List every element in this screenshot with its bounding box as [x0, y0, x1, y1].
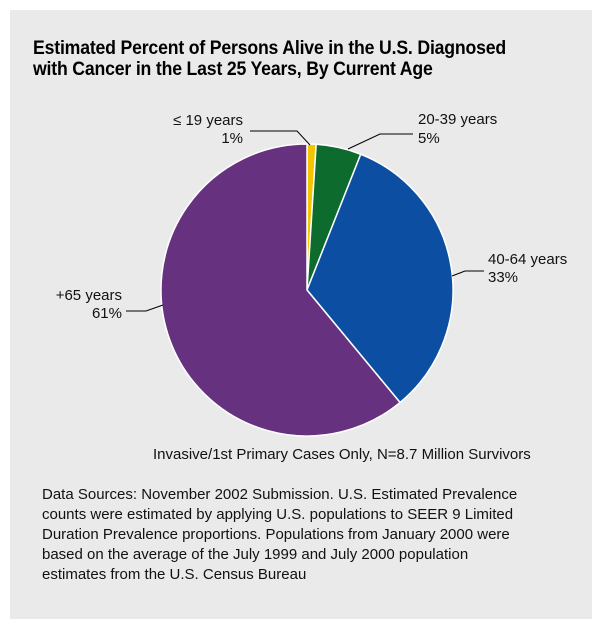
pie-slice-40-64-years: [306, 153, 454, 404]
sources-line-5: estimates from the U.S. Census Bureau: [42, 566, 307, 583]
chart-title-line-2: with Cancer in the Last 25 Years, By Cur…: [33, 59, 433, 80]
slice-value-label-40-64-years: 33%: [488, 269, 518, 286]
chart-title-line-1: Estimated Percent of Persons Alive in th…: [33, 38, 507, 59]
sources-line-4: based on the average of the July 1999 an…: [42, 546, 469, 563]
slice-value-label-19-years: 1%: [221, 130, 243, 147]
sources-line-2: counts were estimated by applying U.S. p…: [42, 506, 514, 523]
leader-line-19-years: [250, 130, 311, 146]
chart-title: Estimated Percent of Persons Alive in th…: [33, 38, 535, 80]
slice-label-65-years: +65 years: [56, 287, 122, 304]
chart-note: Invasive/1st Primary Cases Only, N=8.7 M…: [153, 446, 531, 463]
slice-value-label-65-years: 61%: [92, 305, 122, 322]
slice-label-40-64-years: 40-64 years: [488, 251, 567, 268]
slice-label-20-39-years: 20-39 years: [418, 111, 497, 128]
data-sources-text: Data Sources: November 2002 Submission. …: [42, 485, 572, 585]
leader-line-65-years: [126, 304, 164, 312]
slice-value-label-20-39-years: 5%: [418, 130, 440, 147]
sources-line-1: Data Sources: November 2002 Submission. …: [42, 486, 518, 503]
leader-line-20-39-years: [347, 133, 413, 150]
pie-slice-65-years: [160, 143, 402, 437]
sources-line-3: Duration Prevalence proportions. Populat…: [42, 526, 510, 543]
slice-label-19-years: ≤ 19 years: [173, 112, 243, 129]
leader-line-40-64-years: [451, 270, 484, 277]
